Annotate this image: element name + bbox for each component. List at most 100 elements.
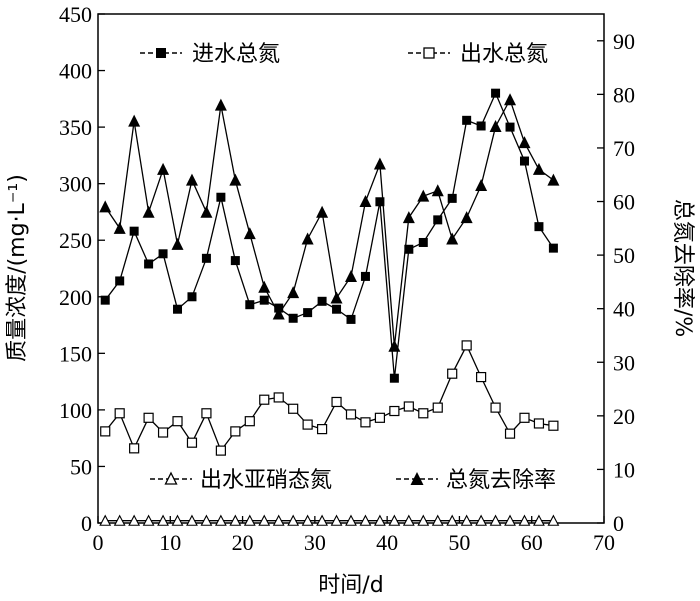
data-point-outflow-nitrite	[243, 514, 256, 526]
data-point-outflow-tn	[259, 394, 270, 405]
x-tick-label: 40	[376, 530, 398, 555]
data-point-inflow-tn	[462, 115, 472, 125]
data-point-outflow-tn	[374, 412, 386, 423]
data-point-outflow-nitrite	[359, 514, 372, 526]
data-point-tn-removal	[99, 200, 112, 213]
series-layer	[99, 88, 560, 526]
data-point-tn-removal	[345, 270, 357, 283]
data-point-inflow-tn	[476, 121, 486, 131]
ticks: 0 10 20 30 40 50 60 700501001502002503003504004…	[59, 2, 635, 555]
data-point-outflow-nitrite	[229, 514, 242, 526]
legend-label-outflow-tn: 出水总氮	[460, 42, 548, 67]
data-point-tn-removal	[142, 205, 155, 218]
data-point-outflow-nitrite	[475, 514, 488, 526]
data-point-outflow-tn	[476, 371, 487, 383]
data-point-outflow-tn	[360, 417, 371, 428]
data-point-outflow-tn	[186, 437, 198, 448]
x-tick-label: 10	[159, 530, 181, 555]
data-point-outflow-tn	[403, 401, 414, 412]
data-point-tn-removal	[157, 162, 170, 175]
y-left-tick-label: 200	[59, 285, 92, 310]
y-right-tick-label: 90	[613, 29, 635, 54]
data-point-inflow-tn	[144, 259, 154, 269]
data-point-inflow-tn	[115, 276, 125, 286]
y-axis-left-title: 质量浓度/(mg·L⁻¹)	[5, 174, 30, 362]
data-point-outflow-nitrite	[374, 514, 386, 526]
y-right-tick-label: 30	[613, 350, 635, 375]
y-left-tick-label: 50	[70, 454, 92, 479]
data-point-outflow-tn	[533, 418, 545, 429]
data-point-outflow-tn	[114, 408, 125, 419]
data-point-outflow-tn	[215, 445, 226, 456]
data-point-outflow-nitrite	[460, 514, 473, 526]
data-point-tn-removal	[532, 162, 545, 175]
data-point-outflow-nitrite	[214, 514, 227, 526]
data-point-tn-removal	[330, 291, 343, 304]
data-point-tn-removal	[243, 227, 256, 240]
data-point-inflow-tn	[389, 373, 399, 383]
legend-marker-outflow-tn	[423, 47, 435, 59]
data-point-inflow-tn	[548, 243, 558, 253]
data-point-tn-removal	[229, 173, 242, 186]
series-line-tn-removal	[104, 98, 554, 347]
data-point-tn-removal	[475, 178, 488, 191]
legend-item-outflow-nitrite: 出水亚硝态氮	[150, 468, 332, 493]
data-point-tn-removal	[402, 211, 415, 224]
data-point-outflow-nitrite	[301, 514, 314, 526]
data-point-inflow-tn	[404, 244, 414, 254]
data-point-tn-removal	[185, 173, 198, 186]
data-point-tn-removal	[446, 232, 459, 245]
x-tick-label: 70	[593, 530, 615, 555]
y-axis-right-title: 总氮去除率/%	[670, 199, 695, 337]
data-point-inflow-tn	[447, 193, 457, 203]
x-tick-label: 50	[448, 530, 470, 555]
data-point-inflow-tn	[158, 249, 168, 259]
legend-label-inflow-tn: 进水总氮	[192, 42, 280, 67]
data-point-outflow-tn	[504, 428, 516, 439]
data-point-tn-removal	[113, 221, 126, 234]
data-point-outflow-nitrite	[157, 514, 169, 526]
data-point-outflow-tn	[143, 412, 154, 423]
legend-item-tn-removal: 总氮去除率	[396, 468, 556, 493]
y-left-tick-label: 350	[59, 115, 92, 140]
legend-label-outflow-nitrite: 出水亚硝态氮	[200, 468, 332, 493]
legend-marker-outflow-nitrite	[164, 471, 178, 485]
data-point-inflow-tn	[245, 300, 255, 310]
data-point-outflow-nitrite	[431, 514, 444, 526]
y-right-tick-label: 10	[613, 457, 635, 482]
data-point-outflow-tn	[389, 405, 400, 417]
data-point-outflow-nitrite	[171, 514, 184, 526]
data-point-inflow-tn	[317, 296, 327, 306]
data-point-outflow-tn	[172, 416, 183, 427]
data-point-outflow-tn	[288, 403, 299, 414]
data-point-tn-removal	[287, 286, 300, 299]
data-point-inflow-tn	[534, 222, 544, 232]
data-point-outflow-tn	[345, 409, 357, 420]
y-right-tick-label: 0	[613, 511, 624, 536]
data-point-inflow-tn	[346, 314, 356, 324]
data-point-outflow-nitrite	[113, 514, 126, 526]
legend-item-outflow-tn: 出水总氮	[408, 42, 548, 67]
data-point-outflow-nitrite	[504, 514, 516, 526]
data-point-outflow-tn	[461, 340, 472, 351]
data-point-inflow-tn	[303, 308, 313, 318]
x-tick-label: 20	[232, 530, 254, 555]
x-tick-label: 60	[521, 530, 543, 555]
legend: 进水总氮 出水总氮 出水亚硝态氮 总氮去除率	[140, 42, 556, 493]
data-point-outflow-nitrite	[388, 514, 401, 526]
data-point-outflow-nitrite	[287, 514, 300, 526]
data-point-outflow-nitrite	[258, 514, 271, 526]
data-point-inflow-tn	[201, 253, 211, 263]
data-point-outflow-tn	[100, 426, 111, 437]
legend-label-tn-removal: 总氮去除率	[446, 468, 556, 493]
data-point-outflow-tn	[230, 426, 241, 437]
legend-marker-inflow-tn	[156, 48, 166, 58]
data-point-inflow-tn	[360, 271, 370, 281]
y-left-tick-label: 250	[59, 228, 92, 253]
data-point-inflow-tn	[433, 215, 443, 225]
data-point-inflow-tn	[100, 295, 110, 305]
data-point-outflow-nitrite	[186, 514, 198, 526]
data-point-tn-removal	[272, 307, 285, 320]
data-point-tn-removal	[200, 205, 213, 218]
data-point-outflow-nitrite	[330, 514, 343, 526]
